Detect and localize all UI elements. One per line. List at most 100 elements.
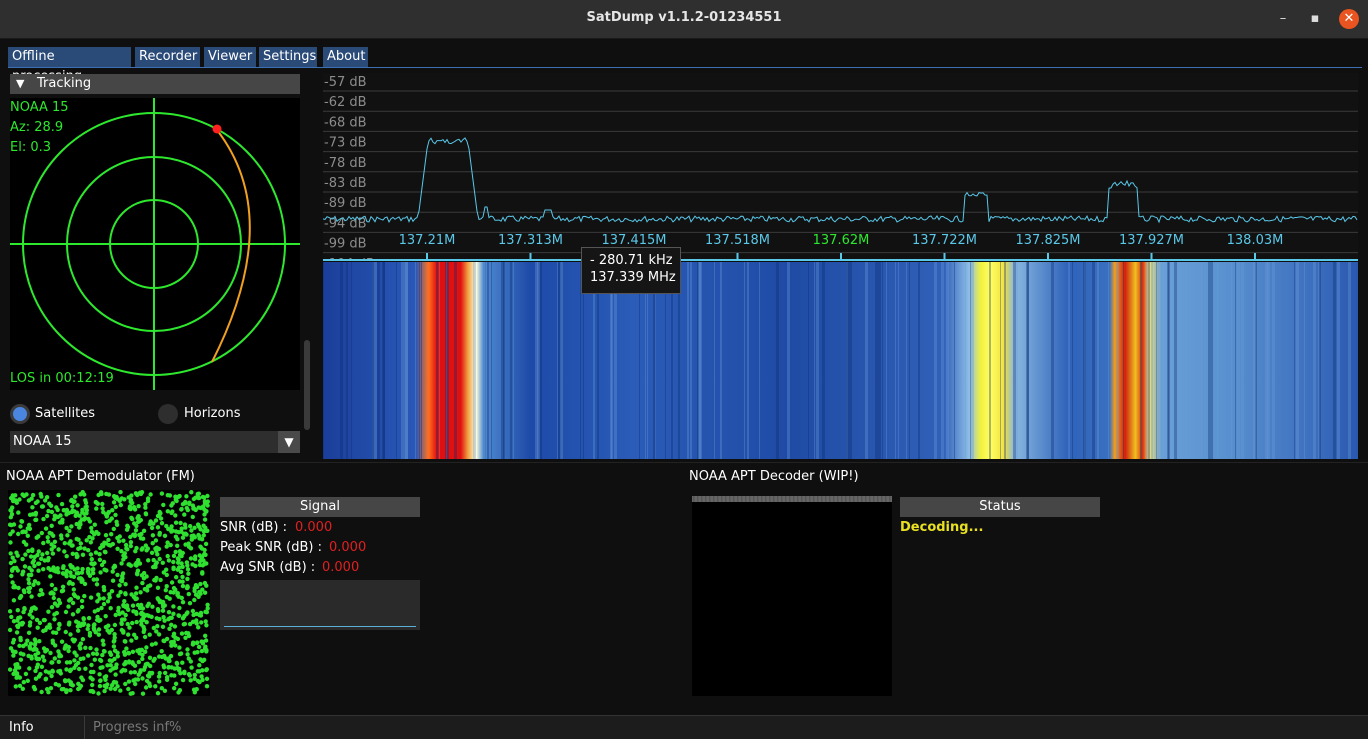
constellation-point [205,499,210,504]
waterfall-streak [687,262,689,459]
waterfall-streak [1337,262,1340,459]
waterfall-streak [510,262,512,459]
constellation-point [96,627,102,632]
constellation-point [175,592,180,598]
waterfall-streak [415,262,416,459]
constellation-point [13,684,18,689]
constellation-point [123,668,128,673]
constellation-point [154,575,159,581]
constellation-point [198,527,203,532]
constellation-point [175,636,181,642]
waterfall-streak [539,262,542,459]
minimize-icon[interactable]: – [1279,11,1287,26]
constellation-point [78,541,84,546]
constellation-point [7,627,13,633]
waterfall-streak [865,262,868,459]
constellation-point [135,492,140,498]
constellation-point [107,630,112,635]
waterfall-streak [690,262,692,459]
constellation-point [195,650,200,655]
constellation-point [49,531,54,536]
constellation-point [177,688,183,693]
tab-offline-processing[interactable]: Offline processing [8,47,131,84]
waterfall[interactable] [323,262,1358,459]
constellation-point [157,654,162,659]
constellation-point [151,658,156,663]
tab-about[interactable]: About [323,47,368,67]
constellation-point [96,632,102,637]
constellation-point [140,606,146,611]
decoded-image-preview [692,496,892,696]
waterfall-streak [1253,262,1256,459]
constellation-point [179,631,185,636]
constellation-point [31,605,37,610]
constellation-point [164,567,169,572]
constellation-point [62,549,67,554]
constellation-point [204,583,209,588]
constellation-point [198,581,203,587]
constellation-point [190,608,196,614]
constellation-point [193,495,198,500]
constellation-point [32,563,37,569]
satellite-select[interactable]: NOAA 15 ▼ [10,431,300,453]
waterfall-streak [1174,262,1177,459]
constellation-point [188,524,193,529]
waterfall-streak [1237,262,1240,459]
constellation-point [186,656,191,661]
waterfall-streak [878,262,881,459]
constellation-point [71,592,77,597]
constellation-point [169,643,174,648]
constellation-point [173,681,179,686]
decoded-image-noise-strip [692,496,892,502]
constellation-point [182,613,187,619]
panel-scrollbar[interactable] [304,340,310,430]
constellation-point [36,674,42,679]
constellation-point [67,598,72,603]
constellation-point [80,552,86,557]
constellation-point [91,623,97,628]
constellation-point [122,649,127,655]
maximize-icon[interactable]: ▪ [1310,11,1320,26]
waterfall-streak [597,262,599,459]
constellation-point [193,592,199,597]
constellation-point [38,491,43,497]
constellation-point [20,686,25,691]
tab-recorder[interactable]: Recorder [135,47,200,67]
close-icon[interactable]: ✕ [1339,9,1359,29]
constellation-point [121,629,126,634]
constellation-point [198,613,204,618]
constellation-point [52,656,57,661]
waterfall-streak [898,262,899,459]
constellation-point [37,620,43,626]
waterfall-streak [875,262,878,459]
constellation-point [144,645,149,650]
constellation-point [76,681,81,686]
constellation-point [82,581,88,587]
constellation-point [112,564,118,569]
constellation-point [119,620,124,626]
constellation-point [157,670,162,676]
satellites-radio[interactable] [10,404,30,424]
waterfall-streak [1083,262,1086,459]
tab-settings[interactable]: Settings [259,47,317,67]
constellation-point [71,587,76,592]
constellation-point [64,568,69,574]
frequency-label: 137.825M [1016,233,1081,248]
tab-viewer[interactable]: Viewer [204,47,256,67]
constellation-point [189,533,194,539]
constellation-point [188,546,194,551]
fft-plot[interactable]: -57 dB -62 dB -68 dB -73 dB -78 dB -83 dB -89 … [323,73,1358,261]
constellation-point [141,528,147,533]
polar-plot: NOAA 15 Az: 28.9 El: 0.3 LOS in 00:12:19 [10,98,300,390]
constellation-point [64,667,69,672]
dropdown-arrow-icon[interactable]: ▼ [278,431,300,453]
snr-history-line [224,626,416,627]
constellation-point [140,612,145,617]
constellation-point [14,630,20,635]
constellation-point [45,535,50,540]
tracking-header[interactable]: ▼ Tracking [10,74,300,94]
constellation-point [67,528,72,534]
constellation-point [12,585,18,590]
horizons-radio[interactable] [158,404,178,424]
constellation-point [102,683,107,689]
